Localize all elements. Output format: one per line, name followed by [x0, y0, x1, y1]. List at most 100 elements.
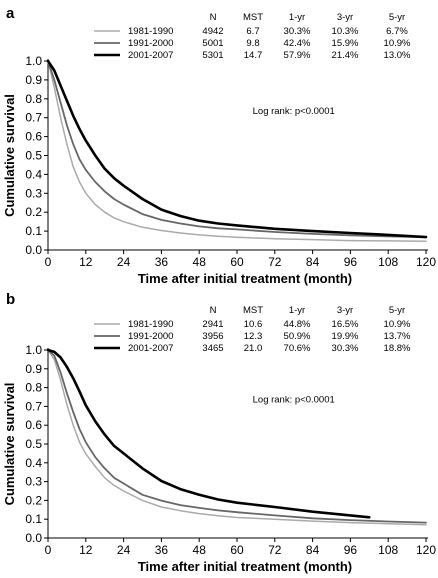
table-header-5yr: 5-yr — [389, 12, 405, 23]
table-cell: 9.8 — [246, 38, 259, 49]
series-line-1991-2000 — [47, 349, 427, 524]
legend-label: 2001-2007 — [128, 343, 173, 354]
x-tick-label: 120 — [416, 255, 436, 269]
table-header-n: N — [210, 12, 217, 23]
legend-label: 1981-1990 — [128, 26, 173, 37]
y-tick-label: 0.7 — [25, 399, 42, 413]
legend-label: 1981-1990 — [128, 319, 173, 330]
y-tick-label: 0.2 — [25, 205, 42, 219]
table-cell: 10.3% — [332, 26, 359, 37]
table-cell: 19.9% — [332, 331, 359, 342]
table-cell: 18.8% — [384, 343, 411, 354]
table-cell: 42.4% — [284, 38, 311, 49]
x-tick-label: 96 — [344, 543, 358, 557]
y-tick-label: 1.0 — [25, 343, 42, 357]
x-tick-label: 60 — [230, 543, 244, 557]
legend-label: 1991-2000 — [128, 38, 173, 49]
panel-b: b N MST 1-yr 3-yr 5-yr 1981-1990 2941 10.6 44.8% 1… — [2, 291, 436, 574]
table-header-3yr: 3-yr — [337, 12, 353, 23]
table-header-1yr: 1-yr — [289, 305, 305, 316]
table-header-3yr: 3-yr — [337, 305, 353, 316]
panel-letter: a — [6, 5, 15, 22]
x-tick-label: 84 — [306, 543, 320, 557]
table-cell: 44.8% — [284, 319, 311, 330]
y-tick-label: 0.8 — [25, 381, 42, 395]
x-axis-label: Time after initial treatment (month) — [138, 271, 352, 286]
logrank-annotation: Log rank: p<0.0001 — [253, 395, 335, 406]
x-tick-label: 96 — [344, 255, 358, 269]
x-tick-label: 0 — [45, 255, 52, 269]
table-cell: 16.5% — [332, 319, 359, 330]
x-tick-label: 48 — [193, 255, 207, 269]
x-tick-label: 72 — [268, 543, 282, 557]
table-cell: 6.7% — [386, 26, 408, 37]
x-axis-label: Time after initial treatment (month) — [138, 559, 352, 574]
y-tick-label: 0.0 — [25, 531, 42, 545]
y-tick-label: 0.8 — [25, 92, 42, 106]
x-tick-label: 108 — [378, 543, 398, 557]
legend-label: 1991-2000 — [128, 331, 173, 342]
y-tick-label: 0.3 — [25, 475, 42, 489]
table-header-mst: MST — [243, 12, 263, 23]
table-cell: 5001 — [202, 38, 223, 49]
y-tick-label: 0.6 — [25, 418, 42, 432]
x-tick-label: 36 — [155, 543, 169, 557]
y-tick-label: 0.5 — [25, 149, 42, 163]
series-line-1991-2000 — [47, 60, 427, 239]
x-tick-label: 24 — [117, 543, 131, 557]
table-cell: 12.3 — [244, 331, 263, 342]
table-cell: 14.7 — [244, 50, 263, 61]
table-cell: 10.9% — [384, 38, 411, 49]
y-tick-label: 0.1 — [25, 512, 42, 526]
x-tick-label: 72 — [268, 255, 282, 269]
x-tick-label: 0 — [45, 543, 52, 557]
table-cell: 4942 — [202, 26, 223, 37]
table-header-1yr: 1-yr — [289, 12, 305, 23]
table-cell: 6.7 — [246, 26, 259, 37]
table-cell: 21.0 — [244, 343, 263, 354]
y-tick-label: 0.4 — [25, 456, 42, 470]
x-tick-label: 84 — [306, 255, 320, 269]
x-tick-label: 120 — [416, 543, 436, 557]
table-cell: 30.3% — [284, 26, 311, 37]
y-axis-label: Cumulative survival — [2, 383, 17, 506]
table-cell: 21.4% — [332, 50, 359, 61]
panel-a: a N MST 1-yr 3-yr 5-yr 1981-1990 4942 6.7 30.3% 10… — [2, 5, 436, 286]
x-tick-label: 60 — [230, 255, 244, 269]
table-cell: 30.3% — [332, 343, 359, 354]
table-cell: 10.9% — [384, 319, 411, 330]
y-tick-label: 0.2 — [25, 493, 42, 507]
y-tick-label: 1.0 — [25, 54, 42, 68]
x-tick-label: 36 — [155, 255, 169, 269]
series-line-2001-2007 — [46, 348, 371, 519]
table-cell: 3956 — [202, 331, 223, 342]
x-tick-label: 48 — [193, 543, 207, 557]
table-cell: 3465 — [202, 343, 223, 354]
table-cell: 2941 — [202, 319, 223, 330]
panel-letter: b — [6, 291, 15, 308]
series-line-2001-2007 — [46, 59, 428, 239]
x-tick-label: 12 — [79, 543, 93, 557]
x-tick-label: 108 — [378, 255, 398, 269]
table-cell: 5301 — [202, 50, 223, 61]
y-tick-label: 0.6 — [25, 130, 42, 144]
y-tick-label: 0.9 — [25, 362, 42, 376]
series-line-1981-1990 — [47, 60, 427, 243]
table-header-n: N — [210, 305, 217, 316]
table-cell: 13.0% — [384, 50, 411, 61]
y-tick-label: 0.4 — [25, 167, 42, 181]
y-tick-label: 0.1 — [25, 224, 42, 238]
y-tick-label: 0.3 — [25, 186, 42, 200]
table-cell: 13.7% — [384, 331, 411, 342]
y-tick-label: 0.7 — [25, 111, 42, 125]
table-cell: 57.9% — [284, 50, 311, 61]
table-header-5yr: 5-yr — [389, 305, 405, 316]
table-header-mst: MST — [243, 305, 263, 316]
x-tick-label: 12 — [79, 255, 93, 269]
legend-label: 2001-2007 — [128, 50, 173, 61]
logrank-annotation: Log rank: p<0.0001 — [253, 106, 335, 117]
table-cell: 50.9% — [284, 331, 311, 342]
table-cell: 15.9% — [332, 38, 359, 49]
y-tick-label: 0.9 — [25, 73, 42, 87]
